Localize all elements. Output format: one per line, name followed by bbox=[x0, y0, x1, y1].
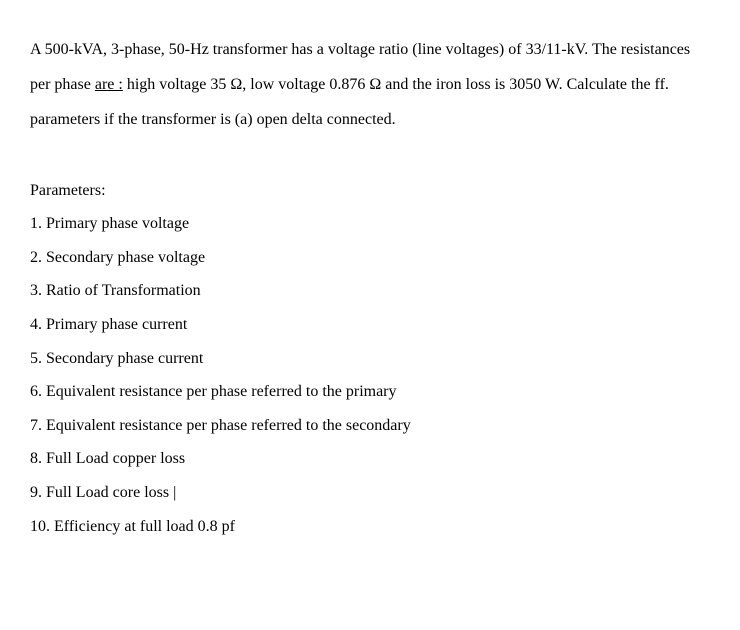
parameters-heading: Parameters: bbox=[30, 174, 710, 208]
list-item: 2. Secondary phase voltage bbox=[30, 241, 710, 275]
list-item: 1. Primary phase voltage bbox=[30, 207, 710, 241]
list-item: 3. Ratio of Transformation bbox=[30, 274, 710, 308]
list-item: 10. Efficiency at full load 0.8 pf bbox=[30, 510, 710, 544]
problem-rest: high voltage 35 Ω, low voltage 0.876 Ω a… bbox=[30, 76, 669, 128]
list-item: 7. Equivalent resistance per phase refer… bbox=[30, 409, 710, 443]
list-item: 8. Full Load copper loss bbox=[30, 442, 710, 476]
list-item: 6. Equivalent resistance per phase refer… bbox=[30, 375, 710, 409]
list-item: 5. Secondary phase current bbox=[30, 342, 710, 376]
parameter-list: 1. Primary phase voltage 2. Secondary ph… bbox=[30, 207, 710, 543]
problem-underlined: are : bbox=[95, 76, 123, 93]
problem-statement: A 500-kVA, 3-phase, 50-Hz transformer ha… bbox=[30, 32, 710, 138]
list-item: 4. Primary phase current bbox=[30, 308, 710, 342]
list-item: 9. Full Load core loss | bbox=[30, 476, 710, 510]
